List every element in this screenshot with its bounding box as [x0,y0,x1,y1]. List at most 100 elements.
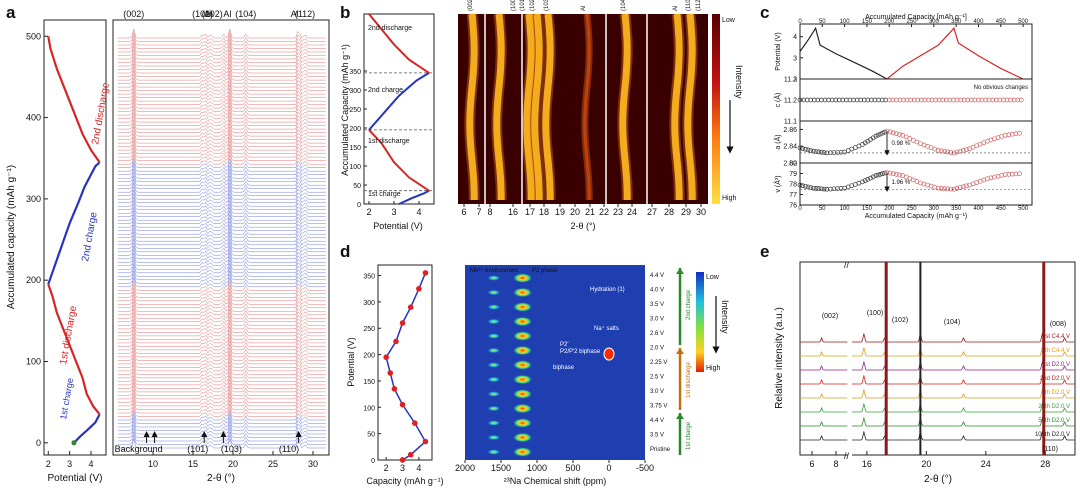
a-peak-label: (002) [123,9,144,19]
e-trace [800,435,848,441]
a-left-ytick-label: 0 [36,438,41,448]
e-trace [800,407,848,413]
e-trace [800,379,848,385]
panel-a-left-ylabel: Accumulated capacity (mAh g⁻¹) [6,165,17,309]
a-xrd-trace [117,420,326,431]
panel-a-right-frame [112,19,330,456]
c-c-point [844,97,849,103]
a-xrd-trace [117,266,326,277]
e-trace [852,416,1075,427]
d-potential-label: 2.6 V [650,331,664,337]
d-p2-spot [512,345,533,356]
a-xrd-trace [117,385,326,396]
c-c-point [983,97,988,103]
panel-e-traces: 100th D2.0 V 50th D2.0 V 20th D2.0 V 5th D2… [800,260,1075,461]
b-left-xtick-label: 4 [416,207,421,217]
a-xrd-trace [117,52,326,63]
d-p2-spot [512,331,533,341]
b-right-xtick-label: 8 [487,207,492,217]
a-xrd-trace [117,217,326,228]
c-c-point [854,97,860,103]
b-band-halo [617,13,633,200]
c-a-point [880,130,885,136]
a-xrd-trace [117,171,326,183]
c-c-ytick-label: 11.3 [784,77,797,84]
c-v-point [945,186,951,192]
a-xrd-trace [117,192,326,204]
e-trace-label: 5th D2.0 V [1042,390,1070,396]
c-v-point [865,177,871,182]
a-xrd-trace [117,431,326,442]
c-a-point [831,150,837,155]
d-mn-spot [486,420,501,426]
c-c-point [908,97,913,103]
panel-e-xlabel: 2-θ (°) [924,474,952,485]
d-p2-spot [512,432,533,443]
c-v-point [1010,171,1015,177]
d-left-xtick-label: 4 [416,463,421,473]
a-xrd-trace [117,259,326,270]
e-break-top: // [844,260,850,270]
e-trace [852,430,1075,441]
c-c-point [947,97,953,103]
b-top-label: (110) [686,0,692,11]
b-band [671,13,683,200]
c-v-ytick-label: 76 [789,203,797,210]
a-xrd-trace [117,245,326,256]
a-xrd-trace [117,80,326,91]
a-xrd-trace [117,213,326,225]
a-xrd-trace [117,161,326,172]
b-right-xtick-label: 20 [570,207,580,217]
c-top-xtick-label: 0 [798,19,802,25]
c-c-ylabel: c (Å) [773,93,782,108]
b-right-xtick-label: 24 [627,207,637,217]
c-potential-ytick-label: 4 [793,34,797,41]
e-peak-label: (100) [867,310,883,317]
d-p2-spot [512,316,533,327]
panel-b-bands [464,13,698,204]
e-trace [852,374,1075,385]
e-xtick-label: 28 [1040,459,1050,469]
c-a-frame [799,120,1033,164]
e-xtick-label: 20 [921,459,931,469]
c-v-point [880,171,885,177]
e-trace [800,365,848,371]
c-top-xtick-label: 150 [862,19,873,25]
c-a-point [803,146,808,152]
b-right-xtick-label: 16 [508,207,518,217]
a-xrd-trace [117,210,326,221]
a-xrd-trace [117,336,326,347]
d-p2-spot [512,418,533,428]
b-curve-1st-charge [398,189,430,205]
e-xtick-label: 24 [981,459,991,469]
c-xtick-label: 150 [862,206,873,212]
a-xrd-trace [117,343,326,354]
c-a-point [821,150,827,155]
d-point [416,285,422,292]
c-c-point [883,97,889,103]
c-v-point [870,174,876,180]
c-c-point [986,97,992,103]
e-trace [852,346,1075,357]
a-xrd-trace [117,332,326,344]
c-c-point [919,97,924,103]
b-right-xtick-label: 6 [461,207,466,217]
b-band-halo [581,13,593,200]
c-c-point [865,97,871,103]
c-a-point [935,148,941,153]
a-left-xtick-label: 2 [46,459,51,469]
d-right-xtick-label: 0 [606,463,611,473]
c-c-point [1001,97,1006,103]
b-top-label: (002) [468,0,474,11]
d-ytick-label: 150 [363,379,375,386]
a-xrd-trace [117,49,326,60]
c-a-point [945,149,951,155]
c-c-point [822,97,828,103]
b-band-halo [669,13,685,200]
d-potential-label: 4.4 V [650,273,664,279]
d-label-p2: P2 phase [532,268,558,274]
a-xrd-trace [117,280,326,291]
a-xrd-trace [117,410,326,421]
a-left-xtick-label: 4 [89,459,94,469]
